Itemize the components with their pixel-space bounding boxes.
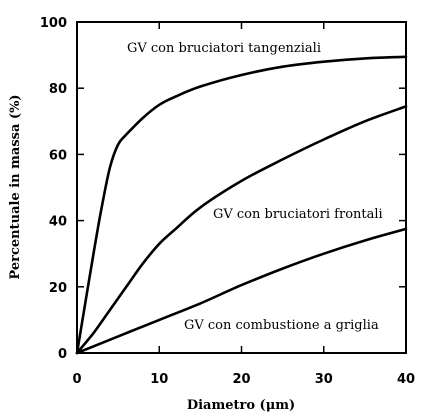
y-tick-label-0: 0	[58, 347, 67, 362]
x-tick-label-2: 20	[232, 372, 250, 387]
x-tick-label-4: 40	[397, 372, 415, 387]
series-curves	[75, 55, 408, 355]
y-tick-label-3: 60	[49, 148, 67, 163]
plot-border	[76, 21, 407, 354]
series-label-griglia: GV con combustione a griglia	[184, 318, 379, 333]
tick-labels: 0 10 20 30 40 0 20 40 60 80 100	[40, 16, 415, 387]
y-tick-label-5: 100	[40, 16, 67, 31]
x-tick-label-1: 10	[150, 372, 168, 387]
y-tick-label-4: 80	[49, 82, 67, 97]
plot-frame	[76, 21, 407, 354]
y-tick-label-1: 20	[49, 281, 67, 296]
x-axis-title: Diametro (μm)	[187, 398, 295, 413]
series-curve-griglia	[75, 227, 408, 355]
y-tick-label-2: 40	[49, 215, 67, 230]
series-curve-frontali	[75, 105, 408, 355]
series-curve-tangenziali	[75, 55, 408, 355]
series-label-frontali: GV con bruciatori frontali	[213, 207, 383, 222]
x-tick-label-0: 0	[72, 372, 81, 387]
series-label-tangenziali: GV con bruciatori tangenziali	[127, 41, 321, 56]
y-axis-title: Percentuale in massa (%)	[8, 94, 23, 279]
tick-marks	[76, 21, 407, 354]
x-tick-label-3: 30	[315, 372, 333, 387]
